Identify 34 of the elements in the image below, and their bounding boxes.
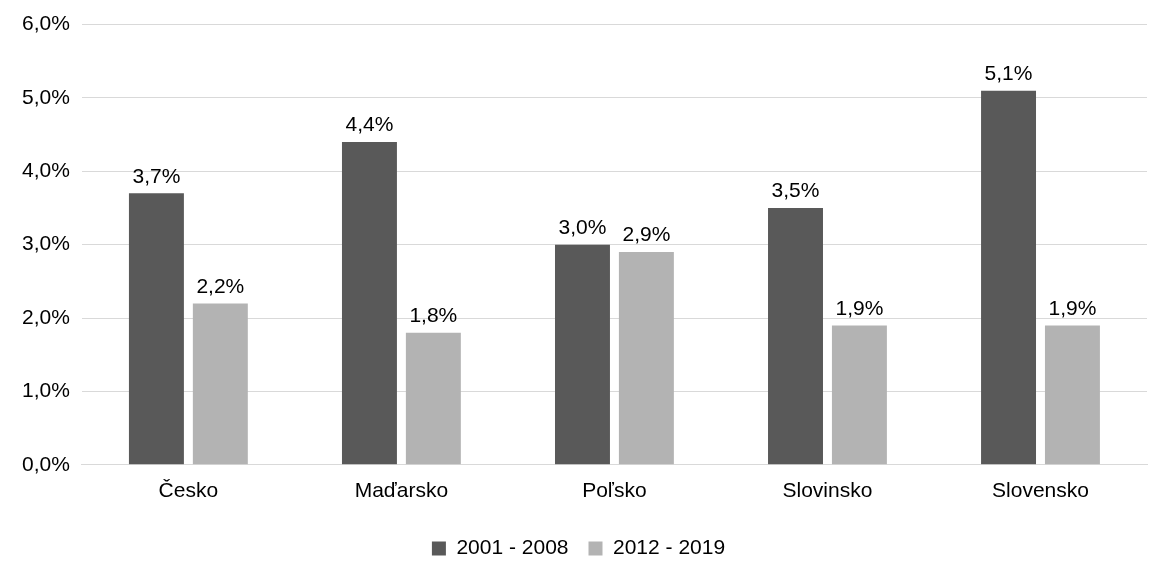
data-label: 4,4% [345, 112, 394, 136]
x-tick-label: Slovensko [992, 478, 1089, 502]
data-label: 3,0% [558, 215, 607, 238]
bar [831, 325, 887, 465]
bar [405, 332, 461, 465]
data-label: 2,9% [622, 222, 671, 246]
y-tick-label: 3,0% [21, 231, 70, 255]
x-tick-label: Česko [158, 478, 219, 502]
x-tick-label: Maďarsko [354, 478, 449, 502]
data-label: 1,8% [409, 303, 458, 327]
data-label: 2,2% [196, 273, 245, 297]
y-tick-label: 5,0% [21, 84, 70, 108]
x-tick-label: Slovinsko [782, 478, 873, 502]
legend-label: 2012 - 2019 [613, 535, 726, 559]
x-tick-label: Poľsko [582, 478, 647, 502]
y-tick-label: 0,0% [21, 451, 70, 475]
y-tick-label: 1,0% [21, 378, 70, 402]
data-label: 1,9% [835, 295, 884, 319]
y-tick-label: 4,0% [21, 158, 70, 182]
bar [341, 141, 397, 465]
data-label: 3,7% [132, 163, 181, 187]
bar [768, 208, 823, 465]
bar [128, 193, 184, 465]
bar [192, 303, 248, 465]
data-label: 3,5% [771, 178, 820, 202]
bar [1044, 325, 1100, 465]
y-tick-label: 2,0% [21, 304, 70, 328]
bar [555, 244, 610, 465]
legend-label: 2001 - 2008 [456, 535, 569, 559]
bar [981, 90, 1037, 465]
bar [618, 252, 674, 465]
y-tick-label: 6,0% [21, 11, 70, 35]
data-label: 5,1% [984, 60, 1033, 84]
data-label: 1,9% [1048, 295, 1097, 319]
